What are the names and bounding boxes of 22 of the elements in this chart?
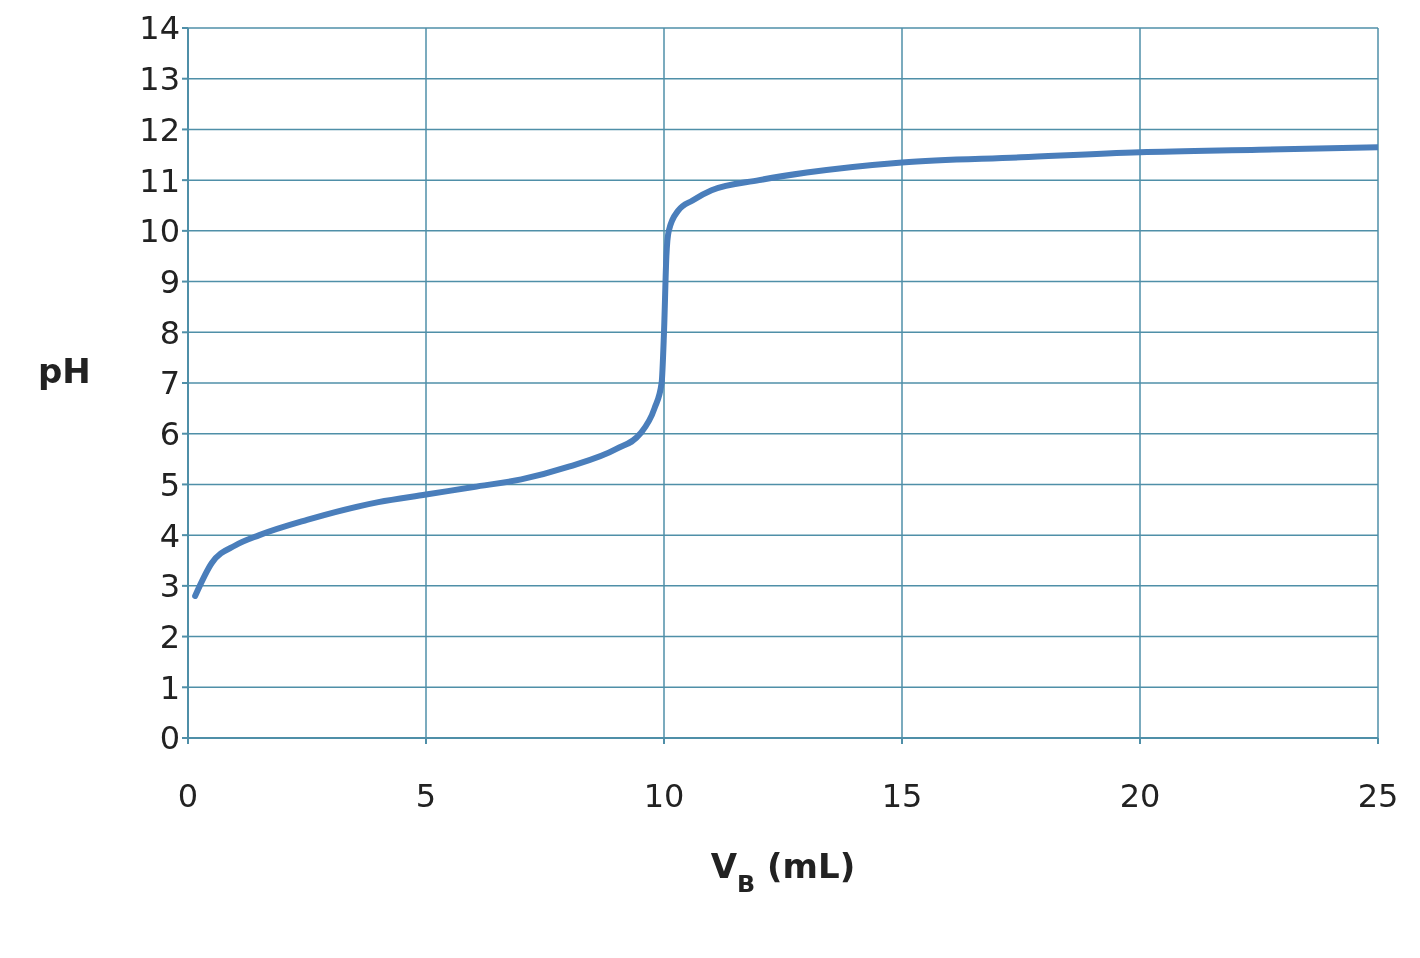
y-tick-label: 13 — [139, 60, 180, 99]
x-tick-label: 15 — [881, 776, 923, 815]
y-tick-label: 0 — [159, 719, 180, 758]
x-axis-title: V$_{B}$ (mL) — [710, 846, 856, 898]
y-tick-label: 9 — [159, 262, 180, 301]
x-tick-label: 10 — [643, 776, 685, 815]
y-tick-label: 3 — [159, 567, 180, 606]
y-tick-label: 12 — [139, 110, 180, 149]
y-tick-label: 5 — [159, 465, 180, 504]
x-tick-label: 20 — [1119, 776, 1161, 815]
y-tick-label: 6 — [159, 415, 180, 454]
y-tick-label: 4 — [159, 516, 180, 555]
y-tick-label: 10 — [139, 212, 180, 251]
y-tick-label: 11 — [139, 161, 180, 200]
y-tick-label: 2 — [159, 617, 180, 656]
y-tick-label: 14 — [139, 9, 180, 48]
x-tick-label: 5 — [415, 776, 437, 815]
y-tick-label: 1 — [159, 668, 180, 707]
y-tick-label: 8 — [159, 313, 180, 352]
y-axis-title: pH — [38, 351, 91, 391]
y-tick-label: 7 — [159, 364, 180, 403]
x-tick-label: 25 — [1357, 776, 1399, 815]
